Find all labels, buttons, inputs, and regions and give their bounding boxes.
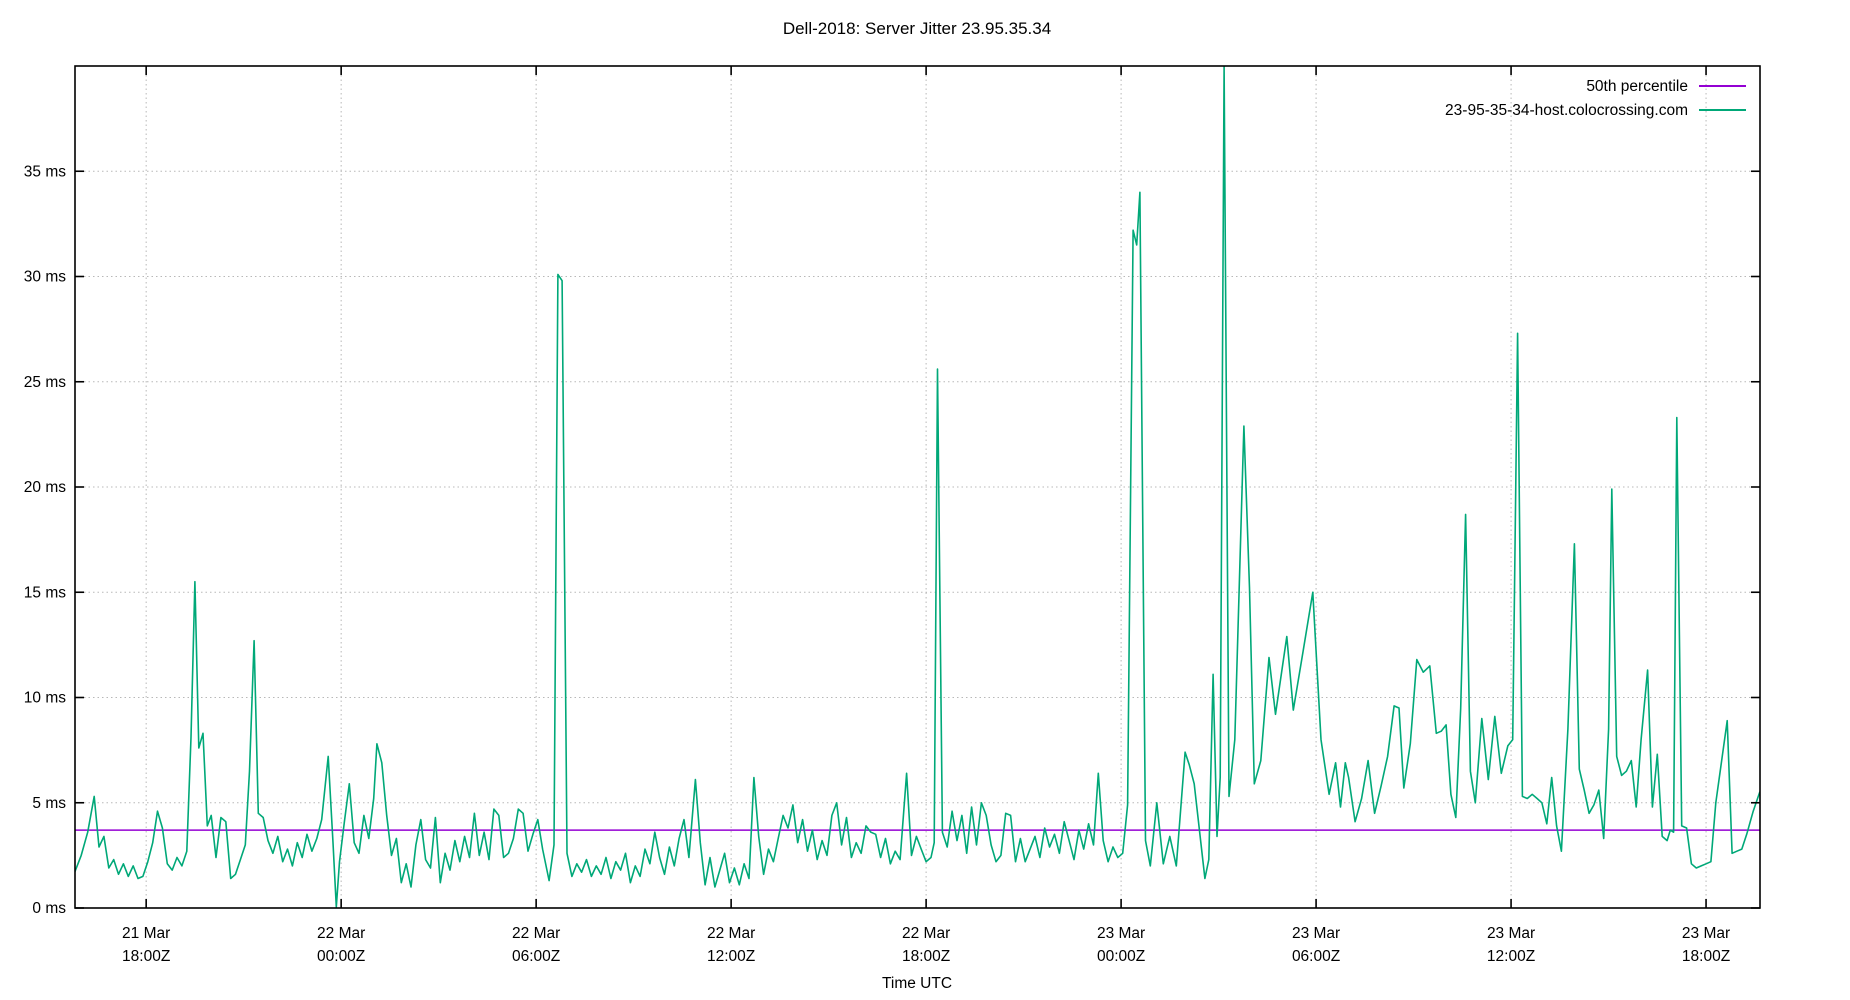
x-tick-label-date: 23 Mar: [1487, 925, 1535, 942]
y-tick-label: 25 ms: [24, 374, 66, 391]
x-tick-label-time: 18:00Z: [1682, 948, 1730, 965]
x-tick-label-time: 18:00Z: [122, 948, 170, 965]
x-tick-label-date: 23 Mar: [1097, 925, 1145, 942]
y-tick-label: 10 ms: [24, 690, 66, 707]
x-axis-title: Time UTC: [882, 975, 952, 992]
y-tick-label: 0 ms: [32, 900, 66, 917]
x-tick-label-time: 00:00Z: [317, 948, 365, 965]
legend-label-percentile: 50th percentile: [1586, 78, 1688, 95]
y-tick-label: 15 ms: [24, 584, 66, 601]
x-tick-label-time: 18:00Z: [902, 948, 950, 965]
y-tick-label: 20 ms: [24, 479, 66, 496]
legend: 50th percentile 23-95-35-34-host.colocro…: [1445, 78, 1746, 119]
x-tick-label-date: 23 Mar: [1292, 925, 1340, 942]
y-tick-labels: 0 ms 5 ms 10 ms 15 ms 20 ms 25 ms 30 ms 35 ms: [24, 163, 66, 917]
x-tick-label-time: 00:00Z: [1097, 948, 1145, 965]
x-tick-label-date: 22 Mar: [512, 925, 560, 942]
x-tick-label-time: 12:00Z: [1487, 948, 1535, 965]
x-tick-label-date: 22 Mar: [707, 925, 755, 942]
x-tick-label-date: 22 Mar: [317, 925, 365, 942]
x-tick-label-date: 21 Mar: [122, 925, 170, 942]
host-jitter-line: [75, 66, 1760, 908]
x-tick-label-time: 06:00Z: [512, 948, 560, 965]
chart-title: Dell-2018: Server Jitter 23.95.35.34: [783, 19, 1051, 38]
x-tick-labels: 21 Mar 18:00Z 22 Mar 00:00Z 22 Mar 06:00Z 22 M…: [122, 925, 1730, 965]
legend-label-host: 23-95-35-34-host.colocrossing.com: [1445, 102, 1688, 119]
y-tick-label: 5 ms: [32, 795, 66, 812]
grid-layer: [75, 66, 1760, 908]
x-tick-label-time: 06:00Z: [1292, 948, 1340, 965]
axis-ticks-layer: [75, 66, 1760, 909]
y-tick-label: 30 ms: [24, 269, 66, 286]
x-tick-label-date: 23 Mar: [1682, 925, 1730, 942]
x-tick-label-time: 12:00Z: [707, 948, 755, 965]
series-layer: [75, 66, 1760, 908]
y-tick-label: 35 ms: [24, 163, 66, 180]
x-tick-label-date: 22 Mar: [902, 925, 950, 942]
